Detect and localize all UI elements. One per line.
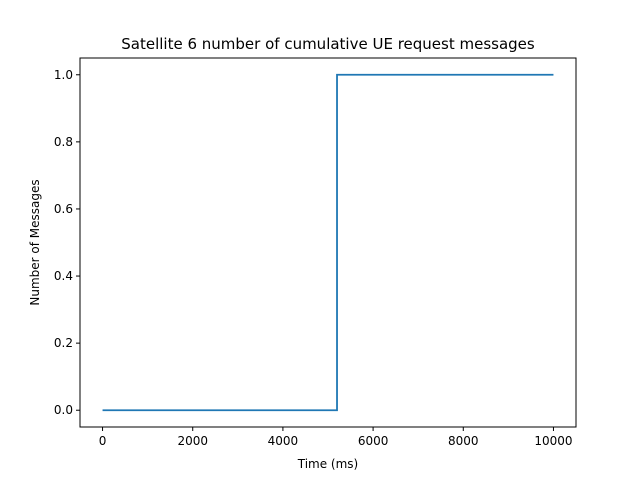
x-tick-label: 8000: [448, 434, 479, 448]
chart-title: Satellite 6 number of cumulative UE requ…: [121, 35, 535, 53]
y-tick-label: 0.4: [54, 269, 73, 283]
x-tick-label: 6000: [358, 434, 389, 448]
x-axis-ticks: 0 2000 4000 6000 8000 10000: [99, 427, 573, 448]
series-line-0: [102, 73, 554, 412]
y-tick-label: 0.6: [54, 202, 73, 216]
y-axis-label: Number of Messages: [28, 179, 42, 305]
x-tick-label: 10000: [534, 434, 572, 448]
y-tick-label: 0.2: [54, 336, 73, 350]
y-tick-label: 1.0: [54, 68, 73, 82]
x-tick-label: 2000: [177, 434, 208, 448]
y-tick-label: 0.8: [54, 135, 73, 149]
y-tick-label: 0.0: [54, 403, 73, 417]
y-axis-ticks: 0.0 0.2 0.4 0.6 0.8 1.0: [54, 68, 80, 417]
x-tick-label: 0: [99, 434, 107, 448]
x-axis-label: Time (ms): [297, 457, 359, 471]
plot-area: [102, 73, 554, 412]
axes-frame: [79, 57, 577, 428]
x-tick-label: 4000: [268, 434, 299, 448]
